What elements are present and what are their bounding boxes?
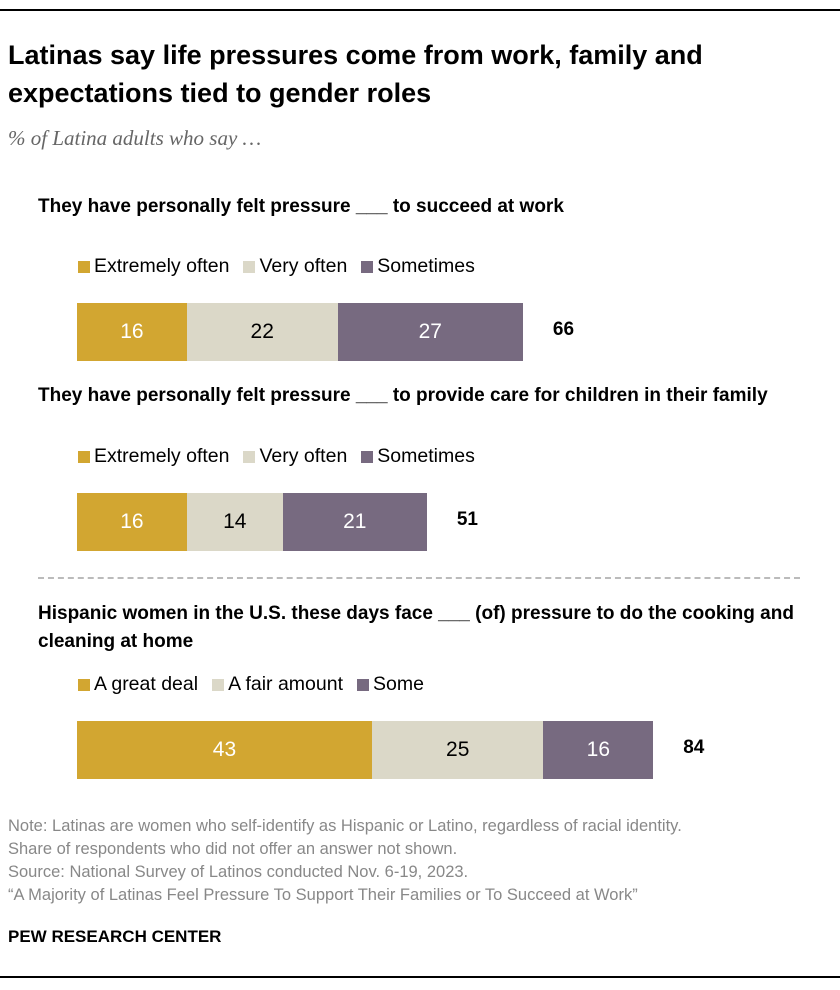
legend-label: Extremely often [94, 255, 230, 277]
legend-swatch [78, 450, 90, 463]
bar-segment-2: 22 [186, 303, 338, 361]
bar-total: 66 [552, 319, 575, 340]
legend-item: A fair amount [212, 673, 343, 696]
bar-segment-2: 14 [186, 493, 283, 551]
legend: A great deal A fair amount Some [78, 673, 424, 696]
panel-title: They have personally felt pressure ___ t… [38, 196, 564, 217]
chart-subtitle: % of Latina adults who say … [8, 126, 262, 150]
legend-label: Sometimes [377, 255, 475, 277]
bar-segment-2: 25 [371, 721, 544, 779]
chart-title: Latinas say life pressures come from wor… [8, 40, 703, 108]
legend-swatch [361, 450, 374, 463]
legend-swatch [243, 260, 256, 273]
bar-total: 51 [456, 509, 478, 530]
legend-item: Very often [243, 255, 347, 278]
legend-item: A great deal [78, 673, 198, 696]
legend-label: Very often [259, 255, 348, 277]
bar-segment-3: 21 [282, 493, 427, 551]
bar-segment-3: 27 [337, 303, 523, 361]
legend-swatch [357, 678, 369, 691]
bar-total: 84 [683, 737, 705, 758]
panel-title: Hispanic women in the U.S. these days fa… [38, 603, 794, 652]
stacked-bar: 43 25 16 [77, 721, 654, 779]
legend-item: Some [357, 673, 424, 696]
legend-item: Sometimes [361, 445, 475, 468]
legend-label: Very often [259, 445, 348, 467]
legend-swatch [212, 678, 225, 691]
brand-logo-text: PEW RESEARCH CENTER [8, 927, 222, 946]
legend-item: Extremely often [78, 255, 229, 278]
divider [38, 577, 800, 579]
bar-segment-3: 16 [543, 721, 654, 779]
legend-label: Sometimes [377, 445, 475, 467]
panel-title: They have personally felt pressure ___ t… [38, 385, 768, 406]
legend-swatch [78, 678, 90, 691]
legend-swatch [361, 260, 374, 273]
bar-segment-1: 16 [77, 303, 187, 361]
legend: Extremely often Very often Sometimes [78, 255, 475, 278]
bottom-rule [0, 976, 840, 978]
bar-segment-1: 43 [77, 721, 372, 779]
note-1: Note: Latinas are women who self-identif… [8, 817, 682, 835]
legend-label: A fair amount [228, 673, 343, 695]
legend-label: Some [373, 673, 424, 695]
legend-label: Extremely often [94, 445, 230, 467]
bar-segment-1: 16 [77, 493, 187, 551]
legend-item: Extremely often [78, 445, 229, 468]
legend: Extremely often Very often Sometimes [78, 445, 475, 468]
legend-swatch [243, 450, 256, 463]
note-2: Share of respondents who did not offer a… [8, 840, 458, 858]
top-rule [0, 9, 840, 11]
stacked-bar: 16 22 27 [77, 303, 523, 361]
stacked-bar: 16 14 21 [77, 493, 427, 551]
report-title: “A Majority of Latinas Feel Pressure To … [8, 886, 638, 904]
legend-label: A great deal [94, 673, 199, 695]
legend-item: Very often [243, 445, 347, 468]
legend-item: Sometimes [361, 255, 475, 278]
source: Source: National Survey of Latinos condu… [8, 863, 469, 881]
legend-swatch [78, 260, 90, 273]
